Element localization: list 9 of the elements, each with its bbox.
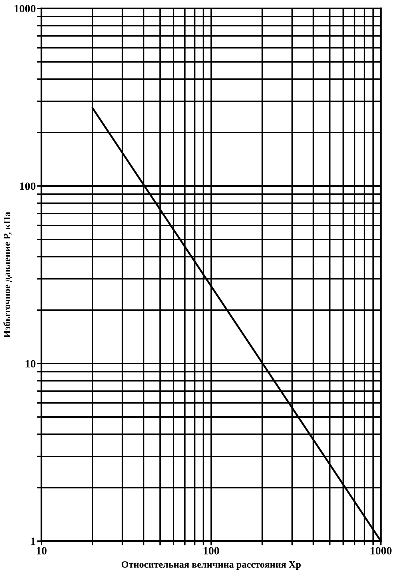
y-tick-label: 10 [26,360,36,368]
y-axis-title: Избыточное давление Р, кПа [3,212,12,338]
y-tick-label: 1000 [14,5,36,13]
x-tick-label: 10 [37,547,47,555]
y-tick-label: 1 [31,538,36,546]
x-tick-label: 1000 [370,547,392,555]
y-tick-label: 100 [20,182,36,190]
x-tick-label: 100 [204,547,220,555]
x-axis-title: Относительная величина расстояния Хр [122,561,301,570]
